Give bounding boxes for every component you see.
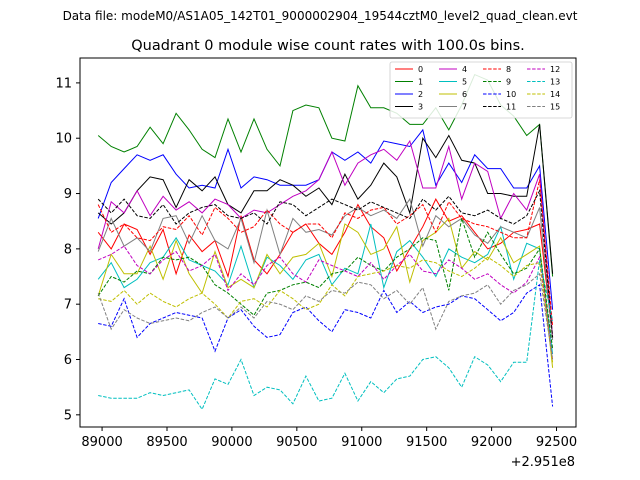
x-tick-label: 92000: [471, 435, 512, 450]
plot-area: [97, 73, 554, 411]
legend-label-2: 2: [418, 90, 423, 99]
legend-label-8: 8: [506, 65, 511, 74]
x-tick-label: 90500: [276, 435, 317, 450]
y-tick-label: 7: [64, 298, 72, 313]
x-tick-label: 91500: [406, 435, 447, 450]
series-line-10: [98, 283, 554, 407]
x-tick-label: 90000: [211, 435, 252, 450]
series-line-0: [97, 198, 554, 338]
legend-label-13: 13: [550, 78, 560, 87]
legend-label-14: 14: [550, 90, 560, 99]
series-line-12: [98, 245, 554, 360]
legend-label-6: 6: [462, 90, 467, 99]
legend-label-7: 7: [462, 103, 467, 112]
series-line-13: [98, 259, 554, 411]
series-line-14: [98, 256, 554, 363]
series-line-11: [97, 189, 554, 338]
axes-frame: [79, 57, 577, 428]
legend-label-10: 10: [506, 90, 516, 99]
legend-label-0: 0: [418, 65, 423, 74]
x-tick-label: 91000: [341, 435, 382, 450]
legend-label-1: 1: [418, 78, 423, 87]
series-line-8: [97, 179, 554, 327]
y-tick-label: 9: [64, 187, 72, 202]
legend-label-11: 11: [506, 103, 516, 112]
series-line-9: [97, 218, 554, 349]
x-axis: 89000 89500 90000 90500 91000 91500 92000 92500: [81, 427, 577, 450]
x-tick-label: 92500: [536, 435, 577, 450]
data-file-label: Data file: modeM0/AS1A05_142T01_90000029…: [63, 9, 578, 23]
legend-box: [389, 61, 573, 119]
series-line-3: [97, 124, 554, 274]
legend-label-5: 5: [462, 78, 467, 87]
series-line-4: [97, 139, 554, 338]
x-offset-label: +2.951e8: [511, 455, 575, 470]
chart-title: Quadrant 0 module wise count rates with …: [131, 38, 525, 54]
legend-label-4: 4: [462, 65, 467, 74]
y-tick-label: 5: [64, 408, 72, 423]
legend-label-9: 9: [506, 78, 511, 87]
series-line-5: [97, 223, 554, 355]
legend-label-15: 15: [550, 103, 560, 112]
y-tick-label: 11: [55, 76, 72, 91]
y-axis: 5 6 7 8 9 10 11: [55, 76, 80, 423]
series-line-15: [97, 272, 554, 360]
y-tick-label: 6: [64, 353, 72, 368]
series-line-2: [97, 128, 554, 310]
legend-label-12: 12: [550, 65, 560, 74]
legend-label-3: 3: [418, 103, 423, 112]
series-line-7: [97, 197, 554, 341]
x-tick-label: 89000: [81, 435, 122, 450]
y-tick-label: 10: [55, 132, 72, 147]
y-tick-label: 8: [64, 242, 72, 257]
x-tick-label: 89500: [146, 435, 187, 450]
